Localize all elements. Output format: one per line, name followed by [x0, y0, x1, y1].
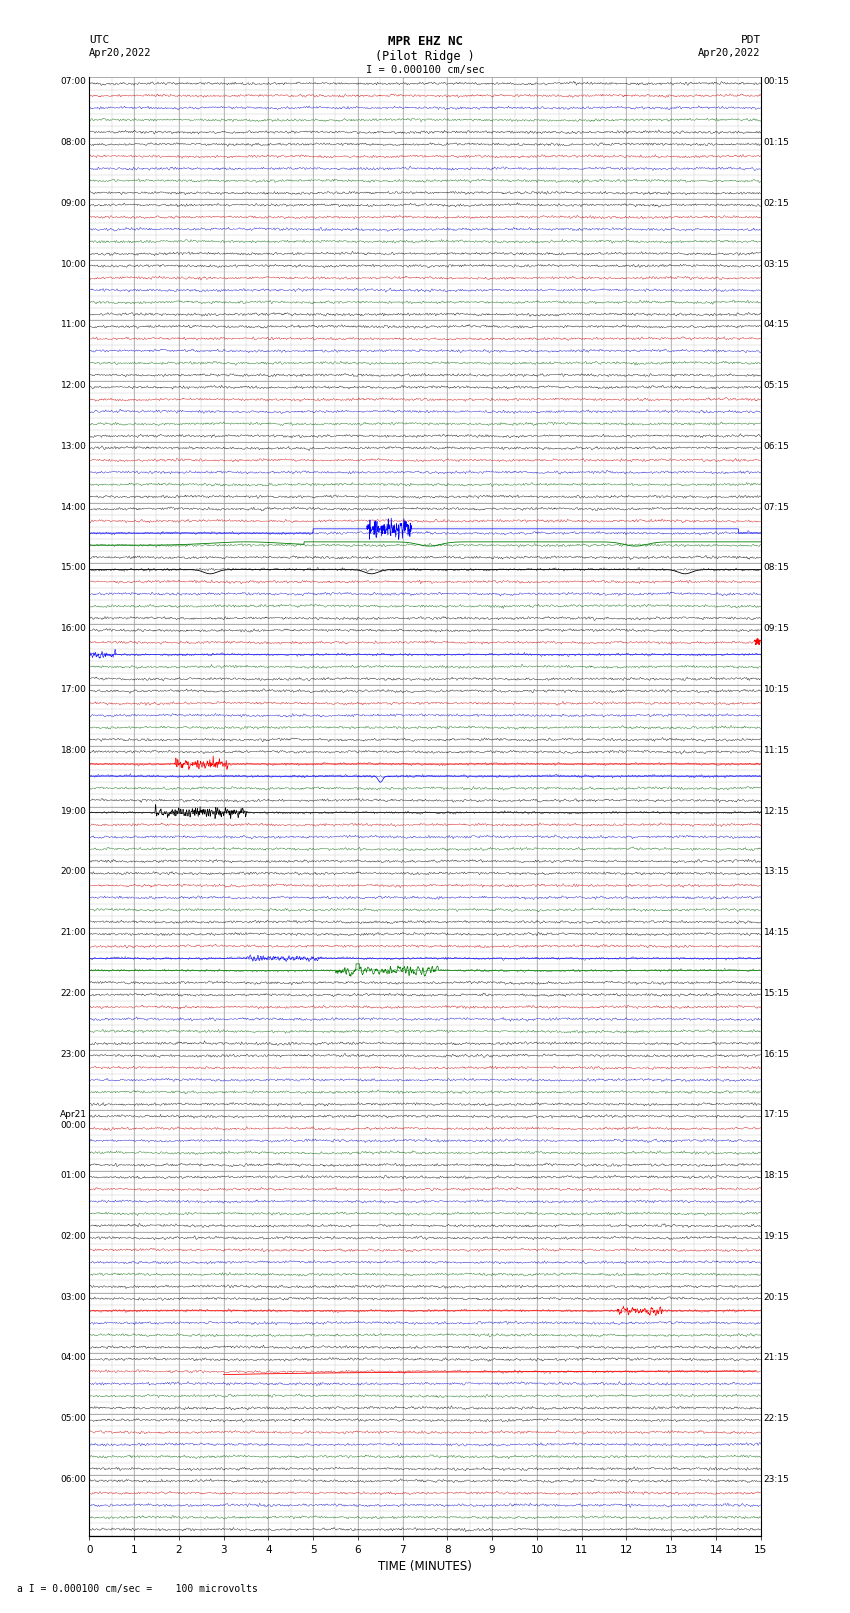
Text: PDT: PDT — [740, 35, 761, 45]
Text: MPR EHZ NC: MPR EHZ NC — [388, 35, 462, 48]
Text: Apr20,2022: Apr20,2022 — [698, 48, 761, 58]
Text: a I = 0.000100 cm/sec =    100 microvolts: a I = 0.000100 cm/sec = 100 microvolts — [17, 1584, 258, 1594]
Text: Apr20,2022: Apr20,2022 — [89, 48, 152, 58]
Text: I = 0.000100 cm/sec: I = 0.000100 cm/sec — [366, 65, 484, 74]
Text: UTC: UTC — [89, 35, 110, 45]
X-axis label: TIME (MINUTES): TIME (MINUTES) — [378, 1560, 472, 1573]
Text: (Pilot Ridge ): (Pilot Ridge ) — [375, 50, 475, 63]
